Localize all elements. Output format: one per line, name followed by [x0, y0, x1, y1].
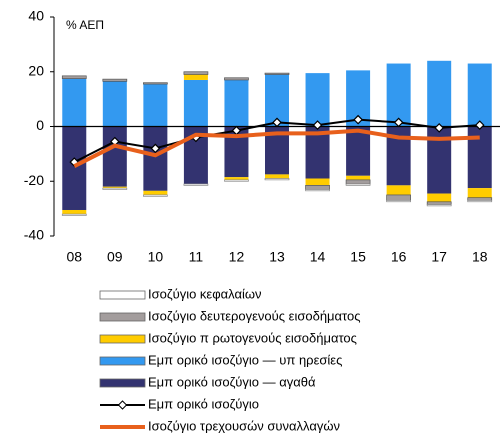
x-tick-label: 11 [189, 249, 204, 265]
bar-segment [346, 175, 371, 180]
legend-label: Ισοζύγιο τρεχουσών συναλλαγών [148, 418, 340, 433]
marker [312, 120, 323, 130]
bar-segment [102, 81, 127, 127]
bar-segment [467, 197, 493, 201]
legend-label: Ισοζύγιο δευτερογενούς εισοδήματος [148, 308, 361, 323]
bar-segment [61, 213, 87, 216]
bar-segment [143, 190, 168, 195]
bar-segment [426, 204, 452, 207]
bar-segment [143, 126, 168, 191]
x-tick-label: 08 [66, 249, 82, 265]
legend-label: Εμπ ορικό ισοζύγιο — αγαθά [148, 374, 316, 389]
bar-segment [143, 194, 168, 197]
marker [353, 114, 363, 125]
bar-segment [183, 183, 209, 186]
y-tick-label: 0 [36, 117, 44, 133]
legend-label: Ισοζύγιο κεφαλαίων [148, 286, 262, 301]
bar-segment [305, 189, 330, 192]
y-tick-label: 20 [28, 62, 44, 78]
bar-segment [467, 188, 492, 198]
marker [272, 117, 282, 128]
bar-segment [62, 209, 87, 215]
bar-segment [427, 193, 452, 202]
bar-segment [61, 75, 87, 79]
bar-segment [305, 73, 330, 127]
bar-segment [265, 174, 289, 179]
bar-segment [305, 185, 330, 190]
x-tick-label: 17 [431, 249, 447, 265]
bar-segment [102, 186, 127, 189]
bar-segment [264, 72, 290, 75]
y-tick-label: -40 [24, 227, 44, 243]
bar-segment [183, 74, 208, 80]
bar-segment [224, 79, 249, 127]
bar-segment [102, 78, 128, 82]
legend-swatch [99, 312, 146, 322]
bar-segment [102, 187, 128, 190]
bar-segment [426, 201, 452, 205]
bar-segment [62, 78, 87, 127]
x-tick-label: 16 [391, 249, 407, 265]
bar-segment [467, 63, 492, 127]
bar-segment [345, 183, 371, 186]
x-tick-label: 14 [310, 249, 326, 265]
legend-marker [117, 400, 128, 410]
y-tick-label: 40 [28, 8, 44, 24]
legend-swatch [99, 356, 146, 366]
bar-segment [143, 82, 168, 85]
bar-segment [224, 77, 249, 81]
bar-segment [467, 200, 493, 203]
line [73, 128, 480, 168]
x-tick-label: 15 [350, 249, 366, 265]
bar-segment [427, 60, 452, 127]
marker [474, 120, 485, 130]
legend-swatch [99, 290, 146, 300]
bar-segment [305, 178, 330, 186]
bar-segment [62, 126, 87, 210]
x-tick-label: 12 [229, 249, 245, 265]
bar-segment [386, 63, 411, 127]
bar-segment [346, 126, 371, 176]
bar-segment [183, 79, 208, 127]
x-tick-label: 18 [472, 249, 488, 265]
bar-segment [224, 177, 249, 180]
marker [393, 117, 404, 128]
y-axis-label: % ΑΕΠ [66, 18, 104, 32]
legend-swatch [99, 378, 146, 388]
x-tick-label: 09 [107, 249, 123, 265]
bar-segment [183, 71, 209, 75]
bar-segment [102, 126, 127, 187]
bar-segment [224, 179, 249, 182]
x-tick-label: 10 [148, 249, 164, 265]
marker [434, 123, 445, 133]
legend-label: Ισοζύγιο π ρωτογενούς εισοδήματος [148, 330, 357, 345]
marker [231, 125, 242, 136]
x-tick-label: 13 [269, 249, 285, 265]
bar-segment [386, 185, 411, 195]
legend-swatch [99, 334, 146, 344]
bar-segment [345, 179, 371, 185]
y-tick-label: -20 [24, 172, 44, 188]
bar-segment [386, 194, 411, 201]
marker [150, 143, 161, 154]
bar-segment [264, 178, 290, 181]
bar-segment [386, 200, 411, 203]
bar-segment [143, 84, 168, 127]
legend-label: Εμπ ορικό ισοζύγιο — υπ ηρεσίες [148, 352, 342, 367]
legend-label: Εμπ ορικό ισοζύγιο [148, 396, 259, 411]
